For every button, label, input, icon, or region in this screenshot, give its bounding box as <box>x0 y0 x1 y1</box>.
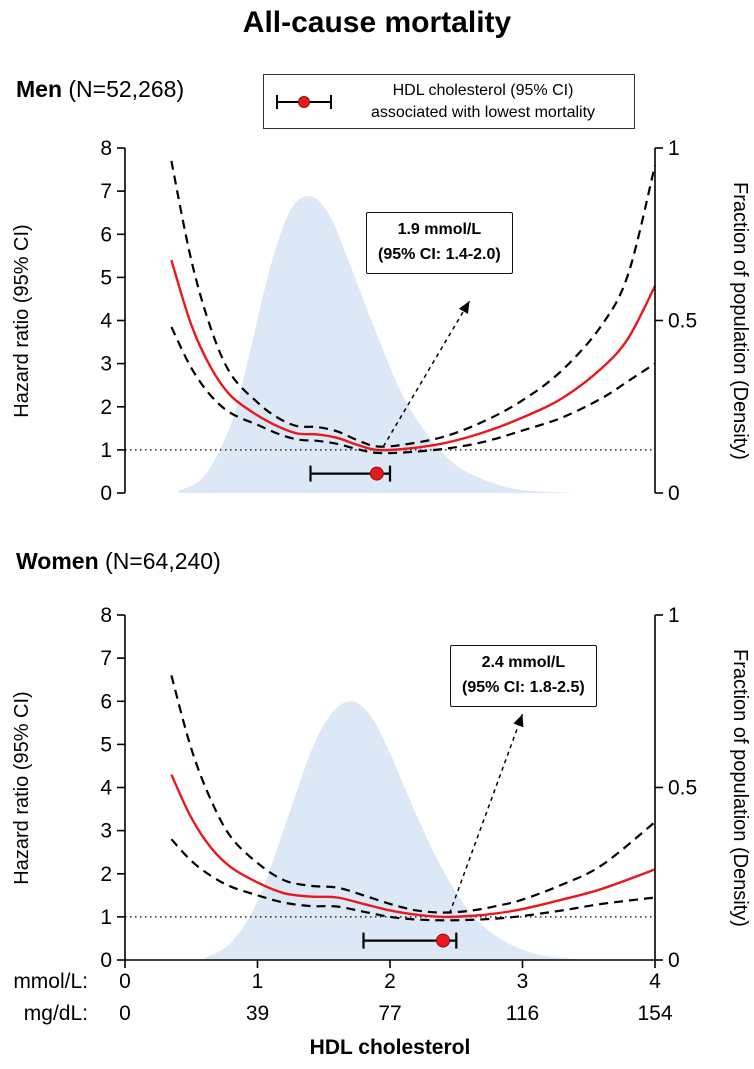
left-tick-label: 6 <box>100 223 112 246</box>
x-tick-label: 77 <box>378 1002 402 1025</box>
annotation-arrowhead <box>513 714 524 728</box>
x-tick-label: 1 <box>251 970 264 993</box>
women-chart: 0 1 2 3 4 5 6 7 8 0 0.5 1 Hazard ratio (95% CI) Fra… <box>11 604 751 972</box>
women-panel-heading: Women (N=64,240) <box>16 548 221 575</box>
optimal-dot <box>369 466 384 481</box>
ci-lower-curve <box>170 326 656 455</box>
men-plot-content: 0 1 2 3 4 5 6 7 8 0 0.5 1 <box>100 137 697 505</box>
left-tick-label: 8 <box>100 137 112 160</box>
x-tick-label: 4 <box>649 970 661 993</box>
legend-line-2: associated with lowest mortality <box>370 103 596 121</box>
left-tick-label: 2 <box>100 863 112 886</box>
right-tick-label: 0 <box>668 482 680 505</box>
men-annotation-ci: (95% CI: 1.4-2.0) <box>378 245 501 263</box>
x-tick-label: 154 <box>637 1002 673 1025</box>
density-area <box>204 701 589 960</box>
left-tick-label: 8 <box>100 604 112 627</box>
hazard-ratio-curve <box>170 774 656 919</box>
women-annotation-value: 2.4 mmol/L <box>481 654 566 671</box>
right-tick-label: 1 <box>668 604 680 627</box>
left-tick-label: 0 <box>100 949 112 972</box>
left-tick-label: 3 <box>100 820 112 843</box>
left-tick-label: 4 <box>100 310 112 333</box>
y-axis-right-label: Fraction of population (Density) <box>729 649 751 927</box>
left-tick-label: 1 <box>100 906 112 929</box>
men-heading-name: Men <box>16 76 62 102</box>
errorbar-with-red-dot-icon <box>276 94 332 109</box>
x-tick-label: 2 <box>384 970 396 993</box>
legend-box: HDL cholesterol (95% CI) associated with… <box>263 74 635 130</box>
left-tick-label: 2 <box>100 396 112 419</box>
hazard-ratio-curve <box>170 259 657 452</box>
x-tick-label: 0 <box>119 1002 131 1025</box>
women-annotation-ci: (95% CI: 1.8-2.5) <box>462 678 585 696</box>
ci-lower-curve <box>170 838 656 922</box>
x-tick-label: 0 <box>119 970 131 993</box>
x-axis-mmol-prefix: mmol/L: <box>13 970 88 993</box>
men-chart: 0 1 2 3 4 5 6 7 8 0 0.5 1 Hazard ratio (95% CI) Fra… <box>11 137 751 505</box>
annotation-arrowhead <box>458 301 470 314</box>
x-tick-label: 3 <box>516 970 529 993</box>
left-tick-label: 4 <box>100 777 112 800</box>
left-tick-label: 5 <box>100 733 112 756</box>
men-heading-n: (N=52,268) <box>62 76 185 102</box>
left-tick-label: 7 <box>100 180 112 203</box>
optimal-dot <box>436 933 450 948</box>
legend-text: HDL cholesterol (95% CI) associated with… <box>340 80 626 123</box>
left-tick-label: 6 <box>100 690 112 713</box>
annotation-arrow-line <box>448 713 524 914</box>
annotation-arrow-line <box>382 300 471 447</box>
x-axis-title: HDL cholesterol <box>309 1036 471 1059</box>
right-tick-label: 0.5 <box>668 310 697 333</box>
left-tick-label: 1 <box>100 439 112 462</box>
women-heading-name: Women <box>16 548 99 574</box>
left-tick-label: 0 <box>100 482 112 505</box>
figure-title: All-cause mortality <box>242 6 512 39</box>
x-axis-mmol-row: mmol/L: 0 1 2 3 4 <box>0 970 754 996</box>
y-axis-right-label: Fraction of population (Density) <box>729 182 751 460</box>
left-tick-label: 3 <box>100 353 112 376</box>
right-tick-label: 0 <box>668 949 680 972</box>
y-axis-left-label: Hazard ratio (95% CI) <box>11 224 33 417</box>
left-tick-label: 5 <box>100 266 112 289</box>
men-panel-heading: Men (N=52,268) <box>16 76 184 103</box>
men-annotation-value: 1.9 mmol/L <box>397 221 482 238</box>
ci-upper-curve <box>170 675 656 914</box>
right-tick-label: 0.5 <box>668 777 697 800</box>
left-tick-label: 7 <box>100 647 112 670</box>
density-area <box>178 196 576 493</box>
women-heading-n: (N=64,240) <box>98 548 221 574</box>
women-annotation-box: 2.4 mmol/L (95% CI: 1.8-2.5) <box>450 645 597 707</box>
right-tick-label: 1 <box>668 137 680 160</box>
women-plot-content: 0 1 2 3 4 5 6 7 8 0 0.5 1 <box>100 604 697 972</box>
x-axis-mgdl-row: mg/dL: 0 39 77 116 154 <box>0 1002 754 1028</box>
x-tick-label: 116 <box>505 1002 540 1025</box>
x-axis-mgdl-prefix: mg/dL: <box>23 1002 88 1025</box>
x-tick-label: 39 <box>245 1002 270 1025</box>
ci-upper-curve <box>170 160 657 448</box>
men-annotation-box: 1.9 mmol/L (95% CI: 1.4-2.0) <box>366 212 513 274</box>
y-axis-left-label: Hazard ratio (95% CI) <box>11 691 33 884</box>
legend-line-1: HDL cholesterol (95% CI) <box>392 82 574 99</box>
legend-red-dot <box>298 95 310 108</box>
